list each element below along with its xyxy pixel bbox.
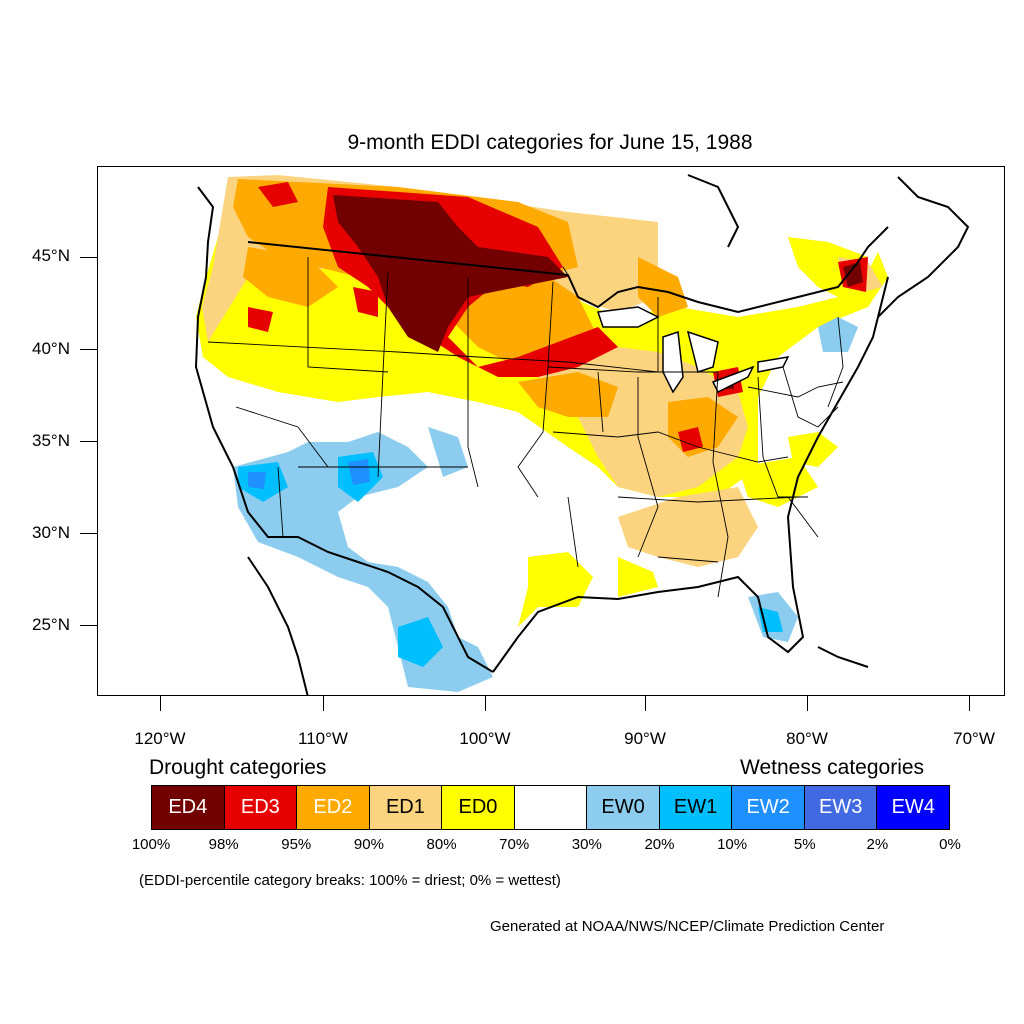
legend-cell-ew4: EW4 — [877, 786, 950, 829]
lon-label-70w: 70°W — [953, 729, 995, 748]
eddi-map — [97, 166, 1005, 696]
legend-cell-ed1: ED1 — [369, 786, 443, 829]
legend-break-label: 0% — [939, 836, 961, 853]
state-borders — [207, 241, 844, 598]
lon-label-80w: 80°W — [786, 729, 828, 748]
ew2-region — [248, 459, 370, 489]
wetness-heading: Wetness categories — [740, 756, 925, 779]
legend-break-label: 90% — [353, 836, 384, 853]
map-canvas — [193, 174, 970, 695]
lat-label-25: 25°N — [32, 615, 70, 634]
legend-break-label: 10% — [717, 836, 748, 853]
legend-break-label: 30% — [571, 836, 602, 853]
legend-cell-ew1: EW1 — [659, 786, 733, 829]
legend-break-label: 100% — [131, 836, 171, 853]
lon-label-100w: 100°W — [459, 729, 511, 748]
great-lakes — [596, 306, 790, 394]
legend-break-label: 2% — [866, 836, 889, 853]
legend-cell-ed3: ED3 — [224, 786, 298, 829]
lat-tick — [80, 533, 97, 534]
legend-break-label: 70% — [499, 836, 530, 853]
legend-cell-ed2: ED2 — [297, 786, 370, 829]
lat-tick — [80, 625, 97, 626]
lon-tick — [807, 696, 808, 711]
lon-tick — [160, 696, 161, 711]
lon-tick — [645, 696, 646, 711]
legend-break-label: 98% — [208, 836, 239, 853]
map-title: 9-month EDDI categories for June 15, 198… — [347, 131, 753, 154]
lat-tick — [80, 349, 97, 350]
credit-text: Generated at NOAA/NWS/NCEP/Climate Predi… — [490, 918, 885, 935]
lon-tick — [323, 696, 324, 711]
legend-cell-neutral — [514, 786, 588, 829]
legend-break-label: 95% — [281, 836, 312, 853]
lat-tick — [80, 441, 97, 442]
drought-heading: Drought categories — [149, 756, 327, 779]
legend-break-label: 20% — [644, 836, 675, 853]
lat-label-35: 35°N — [32, 431, 70, 450]
lat-label-45: 45°N — [32, 246, 70, 265]
lat-tick — [80, 257, 97, 258]
coastline — [194, 174, 970, 695]
lat-label-30: 30°N — [32, 523, 70, 542]
lon-label-120w: 120°W — [134, 729, 186, 748]
legend-cell-ew2: EW2 — [732, 786, 805, 829]
legend-cell-ew0: EW0 — [587, 786, 660, 829]
lon-tick — [969, 696, 970, 711]
legend-break-label: 80% — [426, 836, 457, 853]
legend-cell-ew3: EW3 — [804, 786, 878, 829]
lon-label-110w: 110°W — [298, 729, 348, 748]
legend-cell-ed4: ED4 — [152, 786, 225, 829]
legend-cell-ed0: ED0 — [442, 786, 515, 829]
lat-label-40: 40°N — [32, 339, 70, 358]
lon-tick — [485, 696, 486, 711]
legend-colorbar: ED4 ED3 ED2 ED1 ED0 EW0 EW1 EW2 EW3 EW4 — [151, 785, 950, 830]
legend-break-label: 5% — [793, 836, 816, 853]
category-note: (EDDI-percentile category breaks: 100% =… — [139, 872, 561, 889]
lon-label-90w: 90°W — [624, 729, 666, 748]
